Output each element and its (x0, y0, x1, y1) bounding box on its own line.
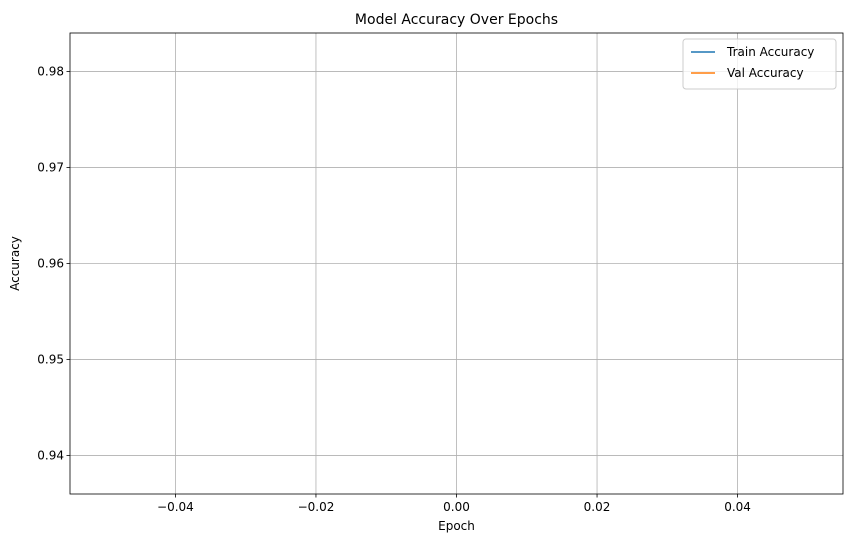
y-tick-label: 0.98 (37, 64, 64, 78)
x-tick-label: 0.04 (724, 500, 751, 514)
legend-label: Val Accuracy (727, 66, 804, 80)
legend: Train Accuracy Val Accuracy (683, 39, 836, 89)
x-tick-label: 0.02 (584, 500, 611, 514)
y-axis-title: Accuracy (8, 236, 22, 291)
x-tick-label: 0.00 (443, 500, 470, 514)
legend-label: Train Accuracy (726, 45, 814, 59)
x-tick-label: −0.02 (298, 500, 335, 514)
y-tick-label: 0.94 (37, 449, 64, 463)
y-tick-label: 0.95 (37, 353, 64, 367)
y-tick-label: 0.97 (37, 160, 64, 174)
x-tick-label: −0.04 (157, 500, 194, 514)
y-tick-label: 0.96 (37, 257, 64, 271)
chart-title: Model Accuracy Over Epochs (355, 12, 558, 28)
x-axis-title: Epoch (438, 519, 475, 533)
